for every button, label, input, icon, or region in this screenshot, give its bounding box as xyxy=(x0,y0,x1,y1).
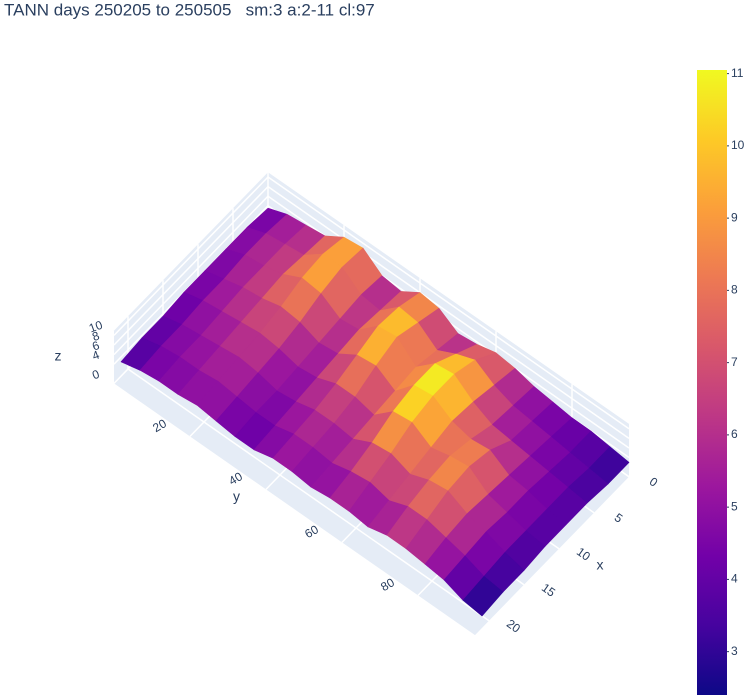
x-tick-label: 10 xyxy=(574,545,593,564)
z-grid-line xyxy=(113,176,269,336)
colorbar-tick-label: 4 xyxy=(731,572,738,586)
z-tick-label: 8 xyxy=(90,328,101,344)
colorbar-tick-label: 9 xyxy=(731,210,738,224)
x-tick-label: 0 xyxy=(647,474,661,489)
y-tick-label: 40 xyxy=(226,469,245,488)
colorbar-tick-label: 11 xyxy=(731,66,744,80)
colorbar xyxy=(697,70,727,695)
z-tick-label: 6 xyxy=(90,338,101,354)
z-grid-line xyxy=(267,185,630,439)
y-tick-label: 20 xyxy=(150,416,169,435)
x-axis-title: x xyxy=(597,557,604,573)
z-tick-label: 10 xyxy=(87,318,105,336)
x-grid-line xyxy=(127,368,490,622)
z-grid-line xyxy=(113,195,269,356)
z-tick-label: 4 xyxy=(90,348,101,364)
surface-patch xyxy=(462,575,504,617)
colorbar-tick-label: 10 xyxy=(731,138,745,152)
chart-title: TANN days 250205 to 250505 sm:3 a:2-11 c… xyxy=(4,0,375,19)
z-grid-line xyxy=(113,186,269,346)
colorbar-tick-label: 3 xyxy=(731,644,738,658)
x-tick-label: 20 xyxy=(504,617,523,636)
colorbar-tick-label: 6 xyxy=(731,427,738,441)
colorbar-tick-label: 8 xyxy=(731,283,738,297)
x-tick-label: 5 xyxy=(612,510,626,525)
y-axis-title: y xyxy=(233,488,240,504)
colorbar-tick-label: 5 xyxy=(731,499,738,513)
z-axis-title: z xyxy=(55,348,62,364)
x-tick-label: 15 xyxy=(539,581,558,600)
colorbar-tick-label: 7 xyxy=(731,355,738,369)
y-tick-label: 60 xyxy=(302,522,321,541)
z-tick-label: 0 xyxy=(90,367,101,383)
z-grid-line xyxy=(267,176,630,430)
y-tick-label: 80 xyxy=(378,575,397,594)
